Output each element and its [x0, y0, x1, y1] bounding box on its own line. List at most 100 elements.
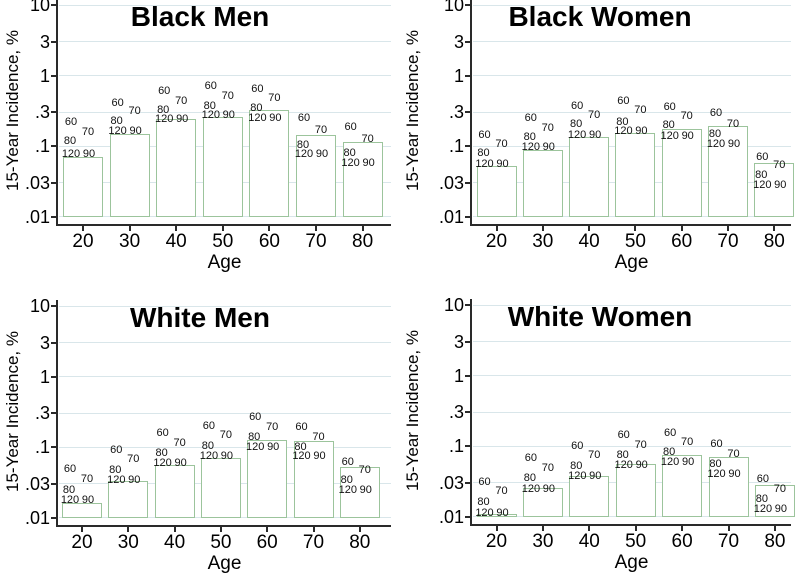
gridline — [59, 342, 391, 344]
bar — [708, 126, 748, 218]
bp-label-80: 80 — [248, 431, 261, 444]
x-tick-label: 20 — [485, 230, 508, 252]
bp-label-60: 60 — [756, 150, 769, 163]
bp-label-90: 90 — [313, 450, 326, 463]
bp-label-120: 120 — [660, 129, 679, 142]
bp-label-70: 70 — [81, 125, 95, 138]
panel-title: White Men — [130, 302, 270, 333]
bp-label-120: 120 — [475, 157, 494, 170]
x-tick-label: 70 — [717, 230, 739, 252]
bp-label-90: 90 — [174, 456, 187, 469]
y-tick-label: .01 — [24, 507, 50, 528]
bp-label-120: 120 — [292, 450, 311, 463]
y-tick — [465, 374, 472, 377]
bp-label-90: 90 — [635, 459, 648, 472]
y-tick — [51, 375, 58, 378]
y-tick — [465, 340, 472, 343]
y-tick — [465, 145, 472, 147]
y-tick — [465, 481, 472, 484]
bp-label-90: 90 — [315, 147, 329, 160]
bp-label-120: 120 — [155, 112, 174, 125]
x-tick-label: 40 — [578, 530, 600, 552]
x-tick-label: 50 — [212, 230, 234, 252]
bp-label-80: 80 — [340, 473, 353, 486]
bp-label-80: 80 — [616, 116, 629, 129]
y-tick — [51, 40, 58, 43]
bp-label-90: 90 — [222, 109, 235, 122]
bp-label-60: 60 — [478, 475, 491, 488]
bp-label-90: 90 — [220, 450, 234, 463]
bp-label-120: 120 — [567, 128, 587, 141]
y-tick — [51, 74, 58, 77]
y-axis-line — [470, 0, 472, 224]
bp-label-80: 80 — [662, 119, 675, 132]
bp-label-70: 70 — [773, 483, 787, 496]
bp-label-80: 80 — [343, 146, 356, 159]
bp-label-90: 90 — [359, 484, 372, 497]
x-tick-label: 40 — [165, 230, 187, 252]
gridline — [473, 75, 791, 76]
y-tick — [465, 515, 472, 518]
bp-label-90: 90 — [727, 137, 741, 150]
bp-label-90: 90 — [496, 506, 509, 519]
bp-label-70: 70 — [773, 159, 786, 172]
bp-label-60: 60 — [617, 428, 630, 441]
x-tick — [312, 526, 315, 532]
y-tick-label: .1 — [448, 436, 464, 456]
bp-label-70: 70 — [268, 92, 281, 105]
y-tick — [51, 145, 58, 147]
bp-label-80: 80 — [296, 139, 310, 151]
bp-label-60: 60 — [344, 121, 357, 133]
y-tick — [51, 446, 58, 448]
y-tick-label: .03 — [438, 172, 464, 193]
bp-label-70: 70 — [634, 104, 647, 117]
gridline — [473, 375, 791, 376]
bp-label-70: 70 — [495, 137, 508, 150]
bp-label-120: 120 — [706, 137, 726, 150]
y-tick-label: .01 — [438, 206, 464, 227]
panel-title: Black Men — [130, 1, 270, 32]
bp-label-80: 80 — [708, 128, 722, 141]
bar — [522, 149, 563, 218]
x-tick-label: 70 — [717, 530, 740, 552]
bp-label-120: 120 — [294, 147, 314, 160]
bar — [108, 480, 149, 519]
x-tick — [266, 526, 269, 532]
bar — [708, 456, 749, 518]
bp-label-120: 120 — [614, 459, 633, 472]
y-axis-line — [56, 0, 58, 224]
x-axis-title: Age — [614, 551, 649, 573]
bp-label-120: 120 — [199, 450, 219, 463]
bar — [662, 455, 703, 518]
y-tick — [465, 181, 472, 184]
y-tick-label: 10 — [443, 295, 464, 315]
gridline — [473, 304, 791, 306]
bar — [476, 166, 517, 218]
y-axis-line — [470, 299, 472, 524]
x-tick — [361, 225, 364, 231]
bp-label-80: 80 — [63, 134, 77, 147]
y-tick-label: .3 — [448, 102, 464, 123]
bp-label-80: 80 — [709, 457, 722, 470]
bp-label-120: 120 — [475, 506, 494, 519]
bp-label-90: 90 — [681, 129, 694, 142]
bp-label-120: 120 — [521, 482, 541, 495]
bp-label-70: 70 — [727, 447, 740, 460]
y-tick — [51, 482, 58, 485]
bp-label-90: 90 — [774, 503, 788, 516]
bp-label-90: 90 — [496, 157, 509, 170]
y-tick-label: 1 — [39, 65, 50, 86]
x-tick — [81, 526, 83, 532]
bp-label-70: 70 — [128, 105, 141, 118]
bp-label-120: 120 — [246, 440, 265, 453]
bp-label-70: 70 — [221, 89, 234, 102]
bp-label-80: 80 — [155, 447, 168, 460]
gridline — [473, 4, 791, 6]
bp-label-60: 60 — [617, 95, 630, 108]
x-tick — [727, 525, 730, 531]
x-tick — [495, 525, 498, 531]
bar — [154, 464, 195, 519]
y-tick-label: 3 — [39, 31, 50, 52]
bp-label-90: 90 — [589, 470, 602, 483]
bp-label-120: 120 — [107, 473, 126, 486]
